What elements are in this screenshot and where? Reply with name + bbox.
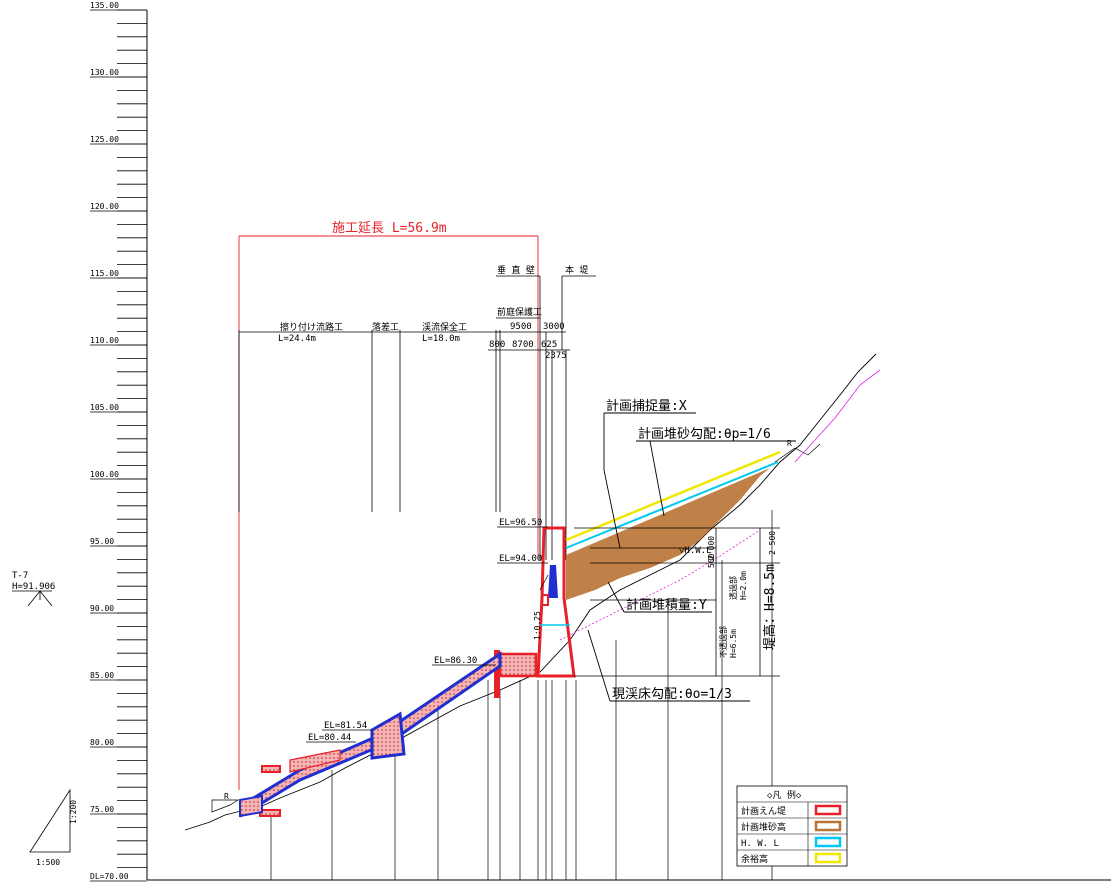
- station-height: H=91.906: [12, 582, 55, 592]
- dim-625: 625: [541, 340, 557, 350]
- axis-tick-label: 75.00: [90, 805, 114, 814]
- axis-tick-label: 105.00: [90, 403, 119, 412]
- construction-length: 施工延長 L=56.9m: [332, 221, 447, 236]
- el-81-54: EL=81.54: [324, 721, 367, 731]
- dam-height: 堤高：H=8.5m: [762, 564, 778, 650]
- dim-800: 800: [489, 340, 505, 350]
- dim-2500: 2 500: [768, 531, 777, 555]
- dim-500: 500: [707, 553, 716, 568]
- capture-volume: 計画捕捉量:X: [606, 398, 687, 414]
- el-94-00: EL=94.00: [499, 554, 542, 564]
- el-86-30: EL=86.30: [434, 656, 477, 666]
- permeable-label: 透過部: [728, 576, 738, 600]
- station-name: T-7: [12, 571, 28, 581]
- axis-tick-label: 110.00: [90, 336, 119, 345]
- label-conservation-length: L=18.0m: [422, 334, 460, 344]
- axis-tick-label: 90.00: [90, 604, 114, 613]
- construction-length-dim: 施工延長 L=56.9m: [238, 221, 539, 790]
- bed-slope: 現渓床勾配:θo=1/3: [612, 687, 732, 702]
- dim-8700: 8700: [512, 340, 534, 350]
- axis-tick-label: 120.00: [90, 202, 119, 211]
- elevation-axis: 135.00 130.00 125.00 120.00 115.00 110.00 105.…: [90, 1, 148, 882]
- channel-structures: [239, 650, 538, 818]
- elevation-labels: EL=96.50 EL=94.00 EL=86.30 EL=81.54 EL=8…: [306, 518, 548, 743]
- section-labels: 擦り付け流路工 L=24.4m 落差工 渓流保全工 L=18.0m 垂 直 壁 …: [278, 264, 588, 361]
- impermeable-height: H=6.5m: [729, 629, 738, 658]
- r-mark-right: R: [787, 439, 792, 448]
- axis-tick-label: 130.00: [90, 68, 119, 77]
- legend-swatch: [814, 804, 842, 816]
- callouts: 計画捕捉量:X 計画堆砂勾配:θp=1/6 計画堆積量:Y 現渓床勾配:θo=1…: [587, 398, 796, 702]
- impermeable-label: 不透過部: [718, 626, 728, 658]
- legend-label: H. W. L: [741, 839, 779, 849]
- dim-2000: 2 000: [707, 536, 716, 560]
- el-80-44: EL=80.44: [308, 733, 351, 743]
- label-channel-length: L=24.4m: [278, 334, 316, 344]
- height-labels: 2 000 500 2 500 ▽H.W.L 透過部 H=2.0m 不透過部 H…: [679, 531, 778, 658]
- section-dims: [238, 275, 596, 560]
- axis-tick-label: 95.00: [90, 537, 114, 546]
- station-marker: T-7 H=91.906: [12, 571, 55, 607]
- axis-tick-label: 80.00: [90, 738, 114, 747]
- planned-dam: [536, 526, 576, 678]
- axis-tick-label: DL=70.00: [90, 872, 129, 881]
- axis-tick-label: 115.00: [90, 269, 119, 278]
- legend-swatch: [814, 820, 842, 832]
- legend-label: 計画えん堤: [741, 805, 786, 817]
- slope-ratio: 1:0.25: [533, 611, 542, 640]
- legend-title: ◇凡 例◇: [767, 789, 802, 801]
- dim-2375: 2375: [545, 351, 567, 361]
- ground-profile: R R: [184, 353, 881, 831]
- axis-tick-label: 85.00: [90, 671, 114, 680]
- label-conservation: 渓流保全工: [422, 321, 467, 333]
- label-channel: 擦り付け流路工: [280, 321, 343, 333]
- label-apron: 前庭保護工: [497, 306, 542, 318]
- horizontal-scale: 1:500: [36, 858, 60, 867]
- axis-tick-label: 100.00: [90, 470, 119, 479]
- vertical-scale: 1:200: [69, 800, 78, 824]
- scale-triangle: 1:200 1:500: [29, 788, 78, 867]
- permeable-height: H=2.0m: [739, 571, 748, 600]
- axis-tick-label: 135.00: [90, 1, 119, 10]
- hwl-label: ▽H.W.L: [679, 546, 712, 556]
- sediment-slope: 計画堆砂勾配:θp=1/6: [638, 426, 771, 442]
- r-mark-left: R: [224, 792, 229, 801]
- planned-sediment: [565, 450, 781, 600]
- dim-9500: 9500: [510, 322, 532, 332]
- legend-swatch: [814, 852, 842, 864]
- legend-label: 余裕高: [741, 853, 768, 865]
- legend-swatch: [814, 836, 842, 848]
- deposit-volume: 計画堆積量:Y: [626, 597, 707, 613]
- station-lines: [270, 510, 773, 880]
- label-drop: 落差工: [372, 321, 399, 333]
- legend-label: 計画堆砂高: [741, 821, 786, 833]
- label-vertical-wall: 垂 直 壁: [497, 264, 535, 276]
- height-dims: [574, 527, 780, 677]
- el-96-50: EL=96.50: [499, 518, 542, 528]
- label-main-dam: 本 堤: [565, 264, 588, 276]
- axis-tick-label: 125.00: [90, 135, 119, 144]
- dim-3000: 3000: [543, 322, 565, 332]
